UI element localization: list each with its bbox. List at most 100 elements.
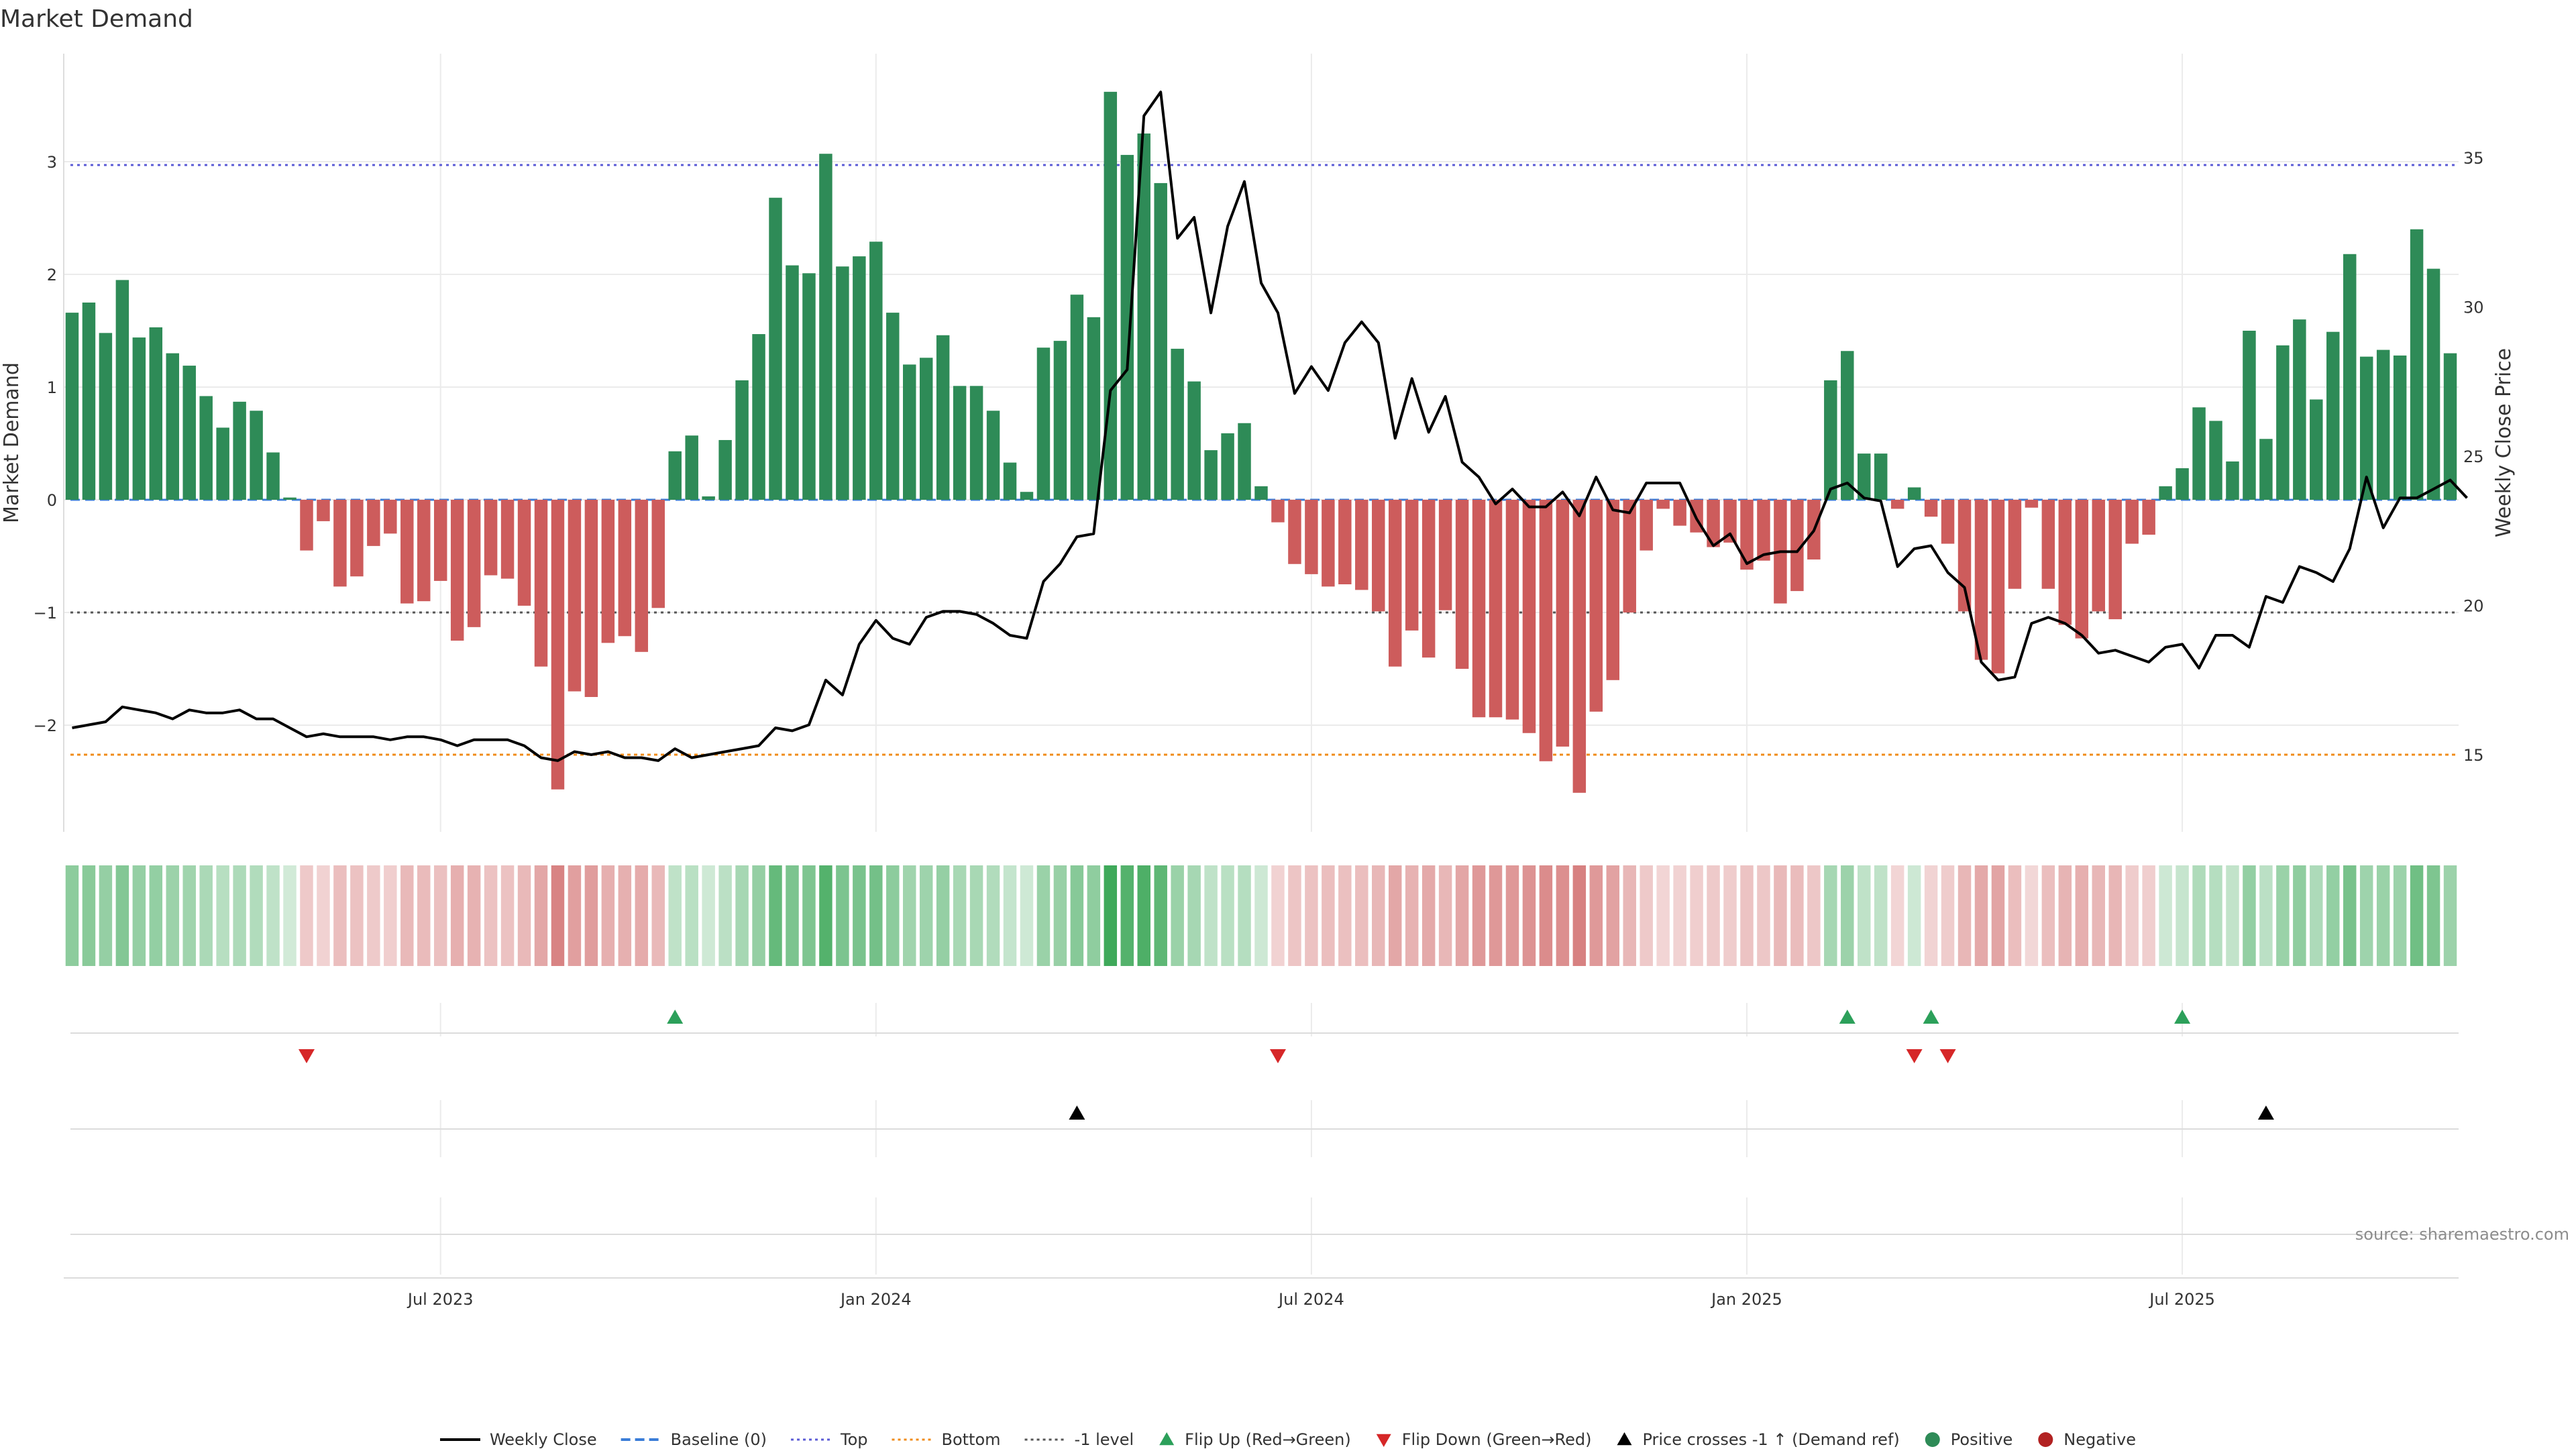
demand-bar (1254, 486, 1268, 500)
demand-bar (400, 500, 414, 604)
heat-cell (2376, 865, 2390, 966)
heat-cell (417, 865, 431, 966)
demand-bar (2008, 500, 2022, 589)
heat-cell (886, 865, 900, 966)
heat-cell (65, 865, 79, 966)
demand-bar (2041, 500, 2055, 589)
demand-bar (450, 500, 464, 641)
heat-cell (1204, 865, 1218, 966)
y-tick-label: 1 (47, 378, 57, 397)
weekly-close-line (72, 91, 2468, 762)
demand-bar (2426, 268, 2440, 500)
demand-bar (1941, 500, 1955, 544)
demand-bar (1522, 500, 1536, 733)
demand-bar (1288, 500, 1301, 564)
demand-bar (132, 337, 146, 500)
demand-bar (1388, 500, 1402, 667)
demand-bar (2075, 500, 2089, 639)
demand-bar (702, 496, 715, 500)
heat-cell (1372, 865, 1385, 966)
heat-cell (1036, 865, 1051, 966)
demand-bars (65, 91, 2457, 793)
flip-up-marker (1839, 1010, 1856, 1024)
demand-bar (2142, 500, 2155, 535)
demand-bar (568, 500, 582, 692)
demand-bar (99, 333, 113, 500)
demand-bar (199, 396, 213, 500)
heat-cell (568, 865, 582, 966)
heat-cell (182, 865, 196, 966)
demand-bar (1438, 500, 1452, 610)
demand-bar (668, 451, 682, 500)
heat-cell (1254, 865, 1268, 966)
demand-bar (182, 366, 196, 500)
y-tick-label: −1 (34, 604, 57, 623)
heat-cell (2410, 865, 2424, 966)
demand-bar (1505, 500, 1519, 720)
demand-bar (417, 500, 431, 602)
demand-bar (149, 327, 163, 500)
heat-cell (1539, 865, 1553, 966)
y2-tick-label: 25 (2463, 447, 2484, 466)
legend-label: Price crosses -1 ↑ (Demand ref) (1642, 1430, 1899, 1449)
demand-bar (1154, 182, 1167, 500)
demand-bar (1890, 500, 1904, 509)
demand-bar (1455, 500, 1469, 669)
heat-cell (1171, 865, 1184, 966)
heat-cell (2025, 865, 2039, 966)
demand-bar (635, 500, 649, 652)
demand-bar (1740, 500, 1754, 570)
heat-cell (1154, 865, 1167, 966)
legend-label: Positive (1951, 1430, 2013, 1449)
demand-bar (1338, 500, 1352, 584)
heat-cell (718, 865, 732, 966)
heat-cell (2443, 865, 2457, 966)
heat-cell (685, 865, 698, 966)
demand-bar (1221, 433, 1234, 500)
demand-bar (618, 500, 632, 637)
flip-up-marker (667, 1010, 684, 1024)
heat-cell (283, 865, 297, 966)
heat-cell (1924, 865, 1938, 966)
demand-bar (969, 386, 983, 500)
legend-item-flip-up: Flip Up (Red→Green) (1159, 1430, 1351, 1449)
heat-cell (99, 865, 113, 966)
heat-cell (1472, 865, 1486, 966)
heat-cell (953, 865, 967, 966)
flip-down-marker (298, 1049, 315, 1063)
demand-bar (333, 500, 347, 587)
demand-bar (2310, 399, 2323, 500)
demand-bar (1238, 423, 1251, 500)
demand-bar (2025, 500, 2039, 508)
demand-bar (317, 500, 330, 521)
heat-cell (300, 865, 313, 966)
demand-bar (902, 364, 916, 500)
heat-cell (82, 865, 96, 966)
heat-cell (1388, 865, 1402, 966)
demand-bar (1539, 500, 1553, 761)
demand-bar (65, 313, 79, 500)
heat-cell (1858, 865, 1871, 966)
heat-cell (333, 865, 347, 966)
demand-bar (786, 265, 799, 500)
legend-label: Top (840, 1430, 868, 1449)
heat-cell (902, 865, 916, 966)
heat-cell (853, 865, 866, 966)
heat-cell (1238, 865, 1251, 966)
demand-bar (1036, 347, 1051, 500)
demand-bar (1858, 453, 1871, 500)
y2-tick-label: 20 (2463, 597, 2484, 616)
heat-cell (2393, 865, 2407, 966)
legend-swatch (1376, 1434, 1391, 1447)
heat-cell (936, 865, 950, 966)
heat-cell (2176, 865, 2189, 966)
demand-bar (1020, 492, 1034, 500)
demand-bar (1421, 500, 1436, 658)
heat-cell (367, 865, 380, 966)
heat-cell (1053, 865, 1067, 966)
heat-cell (919, 865, 933, 966)
demand-bar (919, 358, 933, 500)
heat-cell (2259, 865, 2273, 966)
heat-cell (769, 865, 782, 966)
heat-cell (668, 865, 682, 966)
